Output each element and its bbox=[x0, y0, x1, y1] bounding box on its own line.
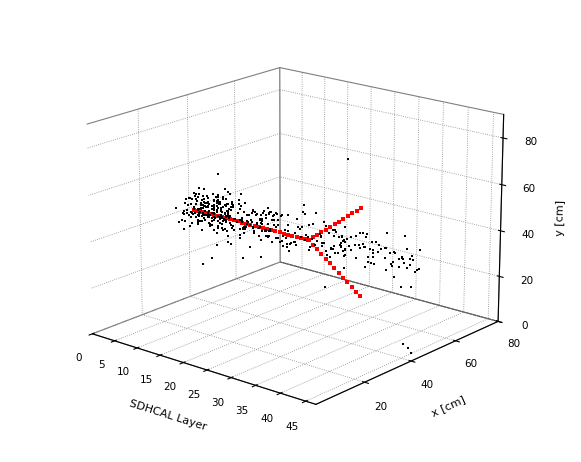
X-axis label: SDHCAL Layer: SDHCAL Layer bbox=[128, 398, 208, 432]
Y-axis label: x [cm]: x [cm] bbox=[430, 394, 467, 418]
